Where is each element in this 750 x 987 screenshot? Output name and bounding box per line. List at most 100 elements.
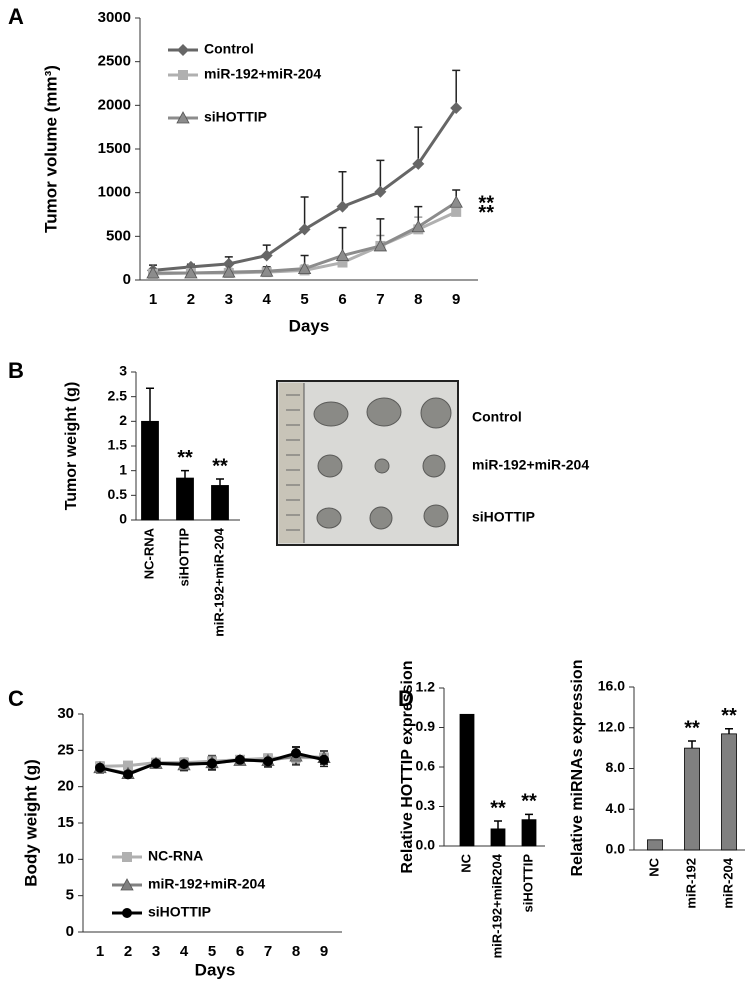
x-tick-label: 1 [149, 291, 157, 308]
x-tick-label: miR-204 [720, 857, 735, 908]
y-tick-label: 2500 [98, 53, 131, 70]
y-tick-label: 10 [57, 850, 74, 867]
y-tick-label: 0.9 [416, 718, 436, 734]
x-tick-label: 6 [236, 943, 244, 960]
legend-label: Control [204, 41, 254, 57]
series [95, 748, 329, 780]
y-tick-label: 1 [119, 461, 127, 477]
x-tick-label: 9 [320, 943, 328, 960]
bar [647, 839, 663, 851]
marker [335, 248, 350, 261]
x-tick-label: 4 [180, 943, 189, 960]
bar [521, 819, 537, 847]
significance-mark: ** [721, 705, 737, 727]
error-bar [181, 469, 189, 479]
significance-mark: ** [177, 447, 193, 469]
y-tick-label: 2000 [98, 96, 131, 113]
significance-mark: ** [490, 797, 506, 819]
y-tick-label: 2.5 [108, 387, 128, 403]
legend-label: miR-192+miR-204 [148, 876, 265, 892]
x-tick-label: 5 [208, 943, 216, 960]
x-tick-label: siHOTTIP [520, 854, 535, 913]
legend-marker [178, 70, 188, 80]
bar [211, 485, 229, 521]
x-tick-label: 8 [414, 291, 422, 308]
y-tick-label: 0.0 [416, 837, 436, 853]
y-tick-label: 8.0 [606, 759, 626, 775]
y-tick-label: 25 [57, 741, 74, 758]
panel-letter: B [8, 358, 24, 383]
y-tick-label: 0 [123, 271, 131, 288]
marker [450, 101, 463, 114]
y-tick-label: 5 [66, 887, 74, 904]
x-tick-label: 7 [264, 943, 272, 960]
y-tick-label: 15 [57, 814, 74, 831]
x-tick-label: 6 [338, 291, 346, 308]
legend-label: NC-RNA [148, 848, 203, 864]
tumor-photo [276, 380, 459, 546]
marker [260, 264, 274, 277]
x-tick-label: miR-192 [683, 858, 698, 909]
marker [373, 239, 388, 252]
x-tick-label: 3 [225, 291, 233, 308]
marker [412, 157, 425, 170]
marker [123, 769, 133, 780]
error-bar [494, 820, 502, 829]
legend-marker [120, 878, 134, 891]
significance-mark: ** [212, 455, 228, 477]
legend-label: siHOTTIP [148, 904, 211, 920]
x-tick-label: miR-192+miR204 [489, 853, 504, 958]
line [152, 107, 458, 272]
y-tick-label: 3 [119, 363, 127, 379]
marker [179, 759, 189, 770]
error-bar [146, 387, 154, 422]
marker [235, 754, 245, 765]
x-tick-label: NC-RNA [141, 527, 156, 579]
x-tick-label: 4 [263, 291, 272, 308]
y-tick-label: 0.0 [606, 841, 626, 857]
bar [459, 713, 475, 847]
legend-label: siHOTTIP [204, 109, 267, 125]
significance-mark: ** [521, 791, 537, 813]
marker [449, 195, 463, 208]
marker [151, 758, 161, 769]
marker [319, 754, 329, 765]
y-tick-label: 500 [106, 227, 131, 244]
error-bar [216, 478, 224, 486]
error-bar [525, 813, 533, 820]
error-bar [725, 728, 733, 734]
marker [336, 200, 349, 213]
y-tick-label: 0 [66, 923, 74, 940]
marker [291, 748, 301, 759]
y-tick-label: 0.6 [416, 758, 436, 774]
significance-mark: ** [684, 717, 700, 739]
marker [260, 249, 273, 262]
y-axis-label: Body weight (g) [21, 759, 40, 886]
y-tick-label: 30 [57, 705, 74, 722]
panel-letter: C [8, 686, 24, 711]
legend-marker [122, 852, 132, 862]
x-tick-label: 8 [292, 943, 300, 960]
x-tick-label: 3 [152, 943, 160, 960]
marker [451, 206, 462, 217]
x-axis-label: Days [195, 960, 236, 979]
y-tick-label: 0.3 [416, 797, 436, 813]
marker [207, 758, 217, 769]
y-tick-label: 20 [57, 778, 74, 795]
y-tick-label: 1000 [98, 184, 131, 201]
x-tick-label: 9 [452, 291, 460, 308]
error-bar [452, 69, 461, 108]
x-tick-label: 7 [376, 291, 384, 308]
x-tick-label: NC [646, 857, 661, 876]
marker [297, 261, 312, 275]
marker [263, 756, 273, 767]
x-tick-label: 2 [187, 291, 195, 308]
x-tick-label: 2 [124, 943, 132, 960]
x-tick-label: 5 [300, 291, 308, 308]
bar [721, 733, 737, 851]
error-bar [688, 740, 696, 749]
error-bar [414, 126, 423, 164]
x-tick-label: siHOTTIP [176, 528, 191, 587]
y-tick-label: 1.5 [108, 437, 128, 453]
marker [222, 257, 235, 270]
